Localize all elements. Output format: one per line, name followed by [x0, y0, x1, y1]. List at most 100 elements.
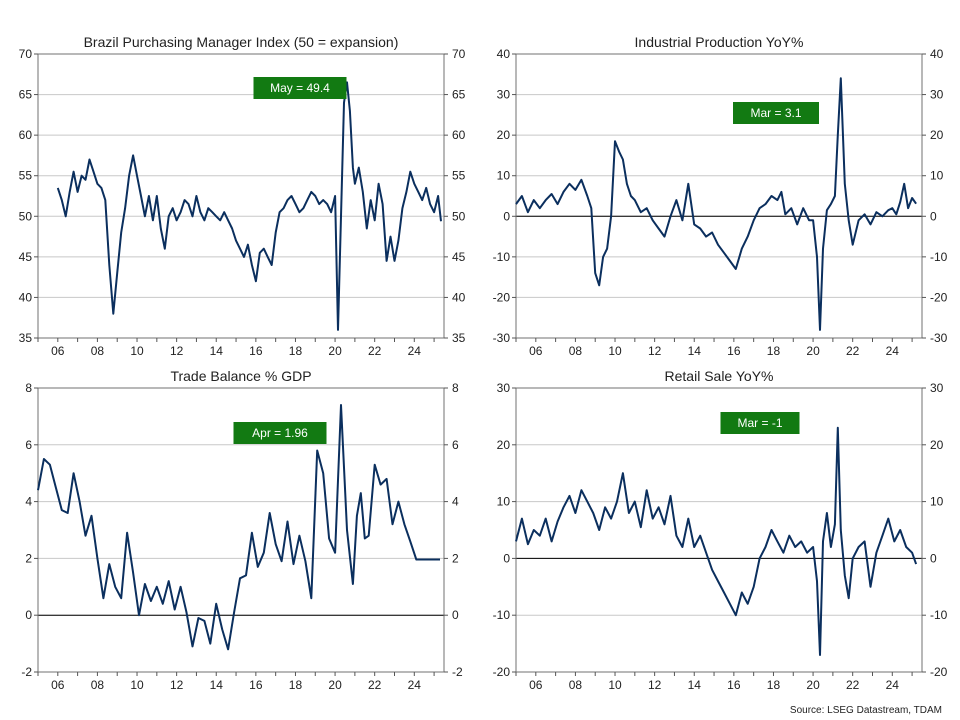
x-tick-label: 08 — [569, 344, 583, 358]
y-tick-label-right: -10 — [930, 250, 948, 264]
x-tick-label: 20 — [806, 344, 820, 358]
y-tick-label-left: 65 — [19, 88, 33, 102]
x-tick-label: 14 — [688, 678, 702, 692]
x-tick-label: 14 — [688, 344, 702, 358]
y-tick-label-right: 65 — [452, 88, 466, 102]
y-tick-label-left: -30 — [493, 331, 511, 345]
annotation-badge — [733, 102, 819, 124]
y-tick-label-right: 2 — [452, 551, 459, 565]
x-tick-label: 18 — [767, 678, 781, 692]
y-tick-label-right: -10 — [930, 608, 948, 622]
x-tick-label: 18 — [289, 344, 303, 358]
x-tick-label: 14 — [210, 678, 224, 692]
y-tick-label-left: -10 — [493, 608, 511, 622]
chart-title: Trade Balance % GDP — [170, 368, 311, 384]
y-tick-label-right: 40 — [930, 47, 944, 61]
x-tick-label: 24 — [408, 678, 422, 692]
y-tick-label-left: 0 — [503, 209, 510, 223]
x-tick-label: 16 — [249, 344, 263, 358]
y-tick-label-right: 10 — [930, 495, 944, 509]
chart-panel-1: 35 35 40 40 45 45 50 50 55 55 60 60 65 65 70 70 06 08 10 12… — [19, 34, 466, 358]
x-tick-label: 14 — [210, 344, 224, 358]
x-tick-label: 08 — [91, 344, 105, 358]
y-tick-label-left: 10 — [497, 495, 511, 509]
y-tick-label-left: 40 — [497, 47, 511, 61]
series-line — [515, 426, 918, 656]
y-tick-label-right: 70 — [452, 47, 466, 61]
y-tick-label-right: 60 — [452, 128, 466, 142]
y-tick-label-left: 0 — [25, 608, 32, 622]
y-tick-label-right: 30 — [930, 88, 944, 102]
x-tick-label: 16 — [727, 678, 741, 692]
x-tick-label: 06 — [51, 678, 65, 692]
annotation-badge — [720, 412, 800, 434]
y-tick-label-left: 70 — [19, 47, 33, 61]
x-tick-label: 20 — [328, 344, 342, 358]
y-tick-label-left: 45 — [19, 250, 33, 264]
plot-frame — [515, 387, 923, 673]
y-tick-label-right: 6 — [452, 438, 459, 452]
x-tick-label: 12 — [648, 678, 662, 692]
y-tick-label-left: 2 — [25, 551, 32, 565]
annotation-label: Mar = -1 — [737, 416, 782, 430]
y-tick-label-right: 4 — [452, 495, 459, 509]
y-tick-label-right: 45 — [452, 250, 466, 264]
y-tick-label-left: -20 — [493, 290, 511, 304]
y-tick-label-left: 4 — [25, 495, 32, 509]
y-tick-label-right: -2 — [452, 665, 463, 679]
x-tick-label: 10 — [608, 344, 622, 358]
x-tick-label: 20 — [806, 678, 820, 692]
x-tick-label: 24 — [886, 678, 900, 692]
x-tick-label: 22 — [846, 678, 860, 692]
x-tick-label: 20 — [328, 678, 342, 692]
y-tick-label-left: -10 — [493, 250, 511, 264]
y-tick-label-right: 30 — [930, 381, 944, 395]
y-tick-label-right: 0 — [452, 608, 459, 622]
chart-panel-2: -30 -30 -20 -20 -10 -10 0 0 10 10 20 20 30 30 40 40 06 08… — [493, 34, 948, 358]
y-tick-label-right: 10 — [930, 169, 944, 183]
y-tick-label-left: -20 — [493, 665, 511, 679]
y-tick-label-left: 20 — [497, 438, 511, 452]
annotation-label: Mar = 3.1 — [750, 106, 801, 120]
y-tick-label-right: 20 — [930, 438, 944, 452]
y-tick-label-left: 6 — [25, 438, 32, 452]
y-tick-label-left: 0 — [503, 551, 510, 565]
x-tick-label: 06 — [529, 678, 543, 692]
y-tick-label-right: 8 — [452, 381, 459, 395]
x-tick-label: 10 — [130, 344, 144, 358]
x-tick-label: 22 — [846, 344, 860, 358]
chart-panel-3: -2 -20 02 24 46 68 806 08 10 12 14 16 18 20 22 24Trade … — [21, 368, 463, 692]
x-tick-label: 24 — [886, 344, 900, 358]
plot-frame — [515, 53, 923, 339]
y-tick-label-left: 20 — [497, 128, 511, 142]
x-tick-label: 08 — [569, 678, 583, 692]
y-tick-label-right: 0 — [930, 551, 937, 565]
chart-title: Retail Sale YoY% — [665, 368, 774, 384]
plot-frame — [37, 53, 445, 339]
chart-title: Industrial Production YoY% — [635, 34, 804, 50]
series-line — [37, 404, 440, 651]
y-tick-label-left: 10 — [497, 169, 511, 183]
x-tick-label: 24 — [408, 344, 422, 358]
x-tick-label: 16 — [249, 678, 263, 692]
y-tick-label-left: 40 — [19, 290, 33, 304]
y-tick-label-left: 60 — [19, 128, 33, 142]
chart-title: Brazil Purchasing Manager Index (50 = ex… — [84, 34, 399, 50]
x-tick-label: 08 — [91, 678, 105, 692]
y-tick-label-right: -20 — [930, 665, 948, 679]
y-tick-label-left: 55 — [19, 169, 33, 183]
x-tick-label: 10 — [608, 678, 622, 692]
y-tick-label-left: 8 — [25, 381, 32, 395]
annotation-badge — [233, 422, 327, 444]
plot-frame — [37, 387, 445, 673]
y-tick-label-right: 55 — [452, 169, 466, 183]
y-tick-label-right: 50 — [452, 209, 466, 223]
series-line — [515, 77, 917, 331]
x-tick-label: 12 — [170, 344, 184, 358]
annotation-badge — [253, 77, 347, 99]
x-tick-label: 12 — [648, 344, 662, 358]
y-tick-label-right: 35 — [452, 331, 466, 345]
y-tick-label-left: 50 — [19, 209, 33, 223]
x-tick-label: 16 — [727, 344, 741, 358]
